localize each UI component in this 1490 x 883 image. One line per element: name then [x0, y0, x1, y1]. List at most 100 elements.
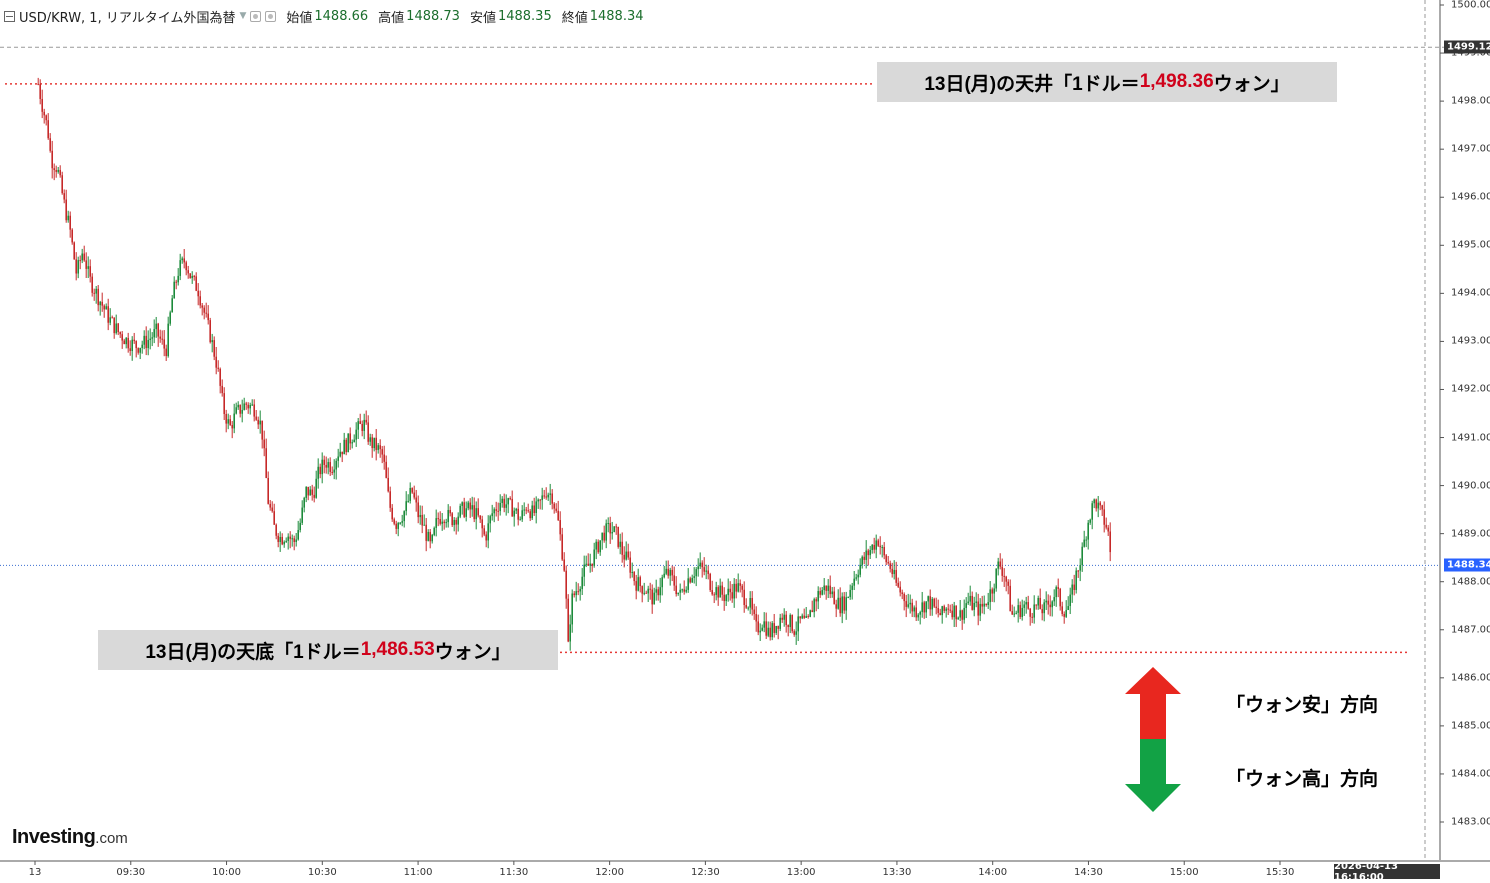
candle-body [641, 586, 643, 594]
candle-body [95, 288, 97, 294]
candle-body [485, 534, 487, 541]
candle-body [513, 510, 515, 517]
candle-body [937, 608, 939, 613]
candle-body [235, 407, 237, 414]
candle-body [395, 523, 397, 529]
candle-body [851, 585, 853, 590]
candle-body [291, 538, 293, 540]
candle-body [447, 509, 449, 523]
candle-body [1005, 576, 1007, 582]
candle-body [329, 462, 331, 472]
candle-body [833, 591, 835, 605]
chart-legend: USD/KRW, 1, リアルタイム外国為替 ▼ 始値 1488.66 高値 148… [4, 6, 644, 26]
candle-body [411, 488, 413, 493]
candle-body [1075, 570, 1077, 590]
candle-body [201, 305, 203, 308]
candle-body [1021, 607, 1023, 617]
high-value: 1488.73 [406, 8, 460, 24]
y-tick-label: 1485.00 [1451, 720, 1490, 732]
candle-body [455, 519, 457, 525]
floor-annotation-prefix: 13日(月)の天底「1ドル＝ [145, 641, 361, 663]
candle-body [373, 437, 375, 449]
candle-body [971, 595, 973, 610]
candle-body [315, 478, 317, 498]
candle-body [233, 413, 235, 429]
candle-body [715, 587, 717, 595]
candle-body [583, 564, 585, 577]
candle-body [617, 526, 619, 547]
candle-body [797, 616, 799, 632]
candle-body [623, 554, 625, 560]
chevron-down-icon[interactable]: ▼ [239, 11, 247, 21]
candle-body [187, 270, 189, 274]
candle-body [987, 602, 989, 605]
x-tick-label: 13:00 [786, 867, 816, 878]
candle-body [433, 527, 435, 535]
candle-body [457, 516, 459, 525]
y-tick-label: 1498.00 [1451, 95, 1490, 107]
candle-body [337, 456, 339, 461]
candle-body [717, 587, 719, 598]
candle-body [919, 612, 921, 615]
candle-body [219, 368, 221, 386]
candle-body [211, 340, 213, 343]
candle-body [1031, 616, 1033, 618]
candle-body [857, 574, 859, 578]
candle-body [1067, 606, 1069, 611]
candle-body [1107, 527, 1109, 532]
visibility-icon[interactable] [250, 10, 262, 22]
candle-body [745, 605, 747, 608]
settings-icon[interactable] [265, 10, 277, 22]
candle-body [345, 439, 347, 453]
candle-body [333, 469, 335, 473]
candle-body [65, 199, 67, 221]
candle-body [381, 449, 383, 455]
candle-body [183, 258, 185, 263]
candle-body [145, 335, 147, 349]
candle-body [149, 338, 151, 340]
candle-body [423, 524, 425, 526]
candle-body [961, 610, 963, 620]
candle-body [663, 573, 665, 578]
candle-body [755, 614, 757, 622]
candle-body [749, 598, 751, 608]
candle-body [259, 420, 261, 425]
candle-body [959, 610, 961, 618]
y-tick-label: 1495.00 [1451, 239, 1490, 251]
candle-body [343, 439, 345, 455]
candle-body [1013, 613, 1015, 615]
candle-body [565, 570, 567, 599]
high-label: 高値 [378, 10, 405, 26]
candle-body [77, 260, 79, 274]
candle-body [791, 614, 793, 632]
y-tick-label: 1494.00 [1451, 287, 1490, 299]
candle-body [441, 521, 443, 524]
candle-body [771, 623, 773, 638]
candle-body [385, 461, 387, 478]
candle-body [173, 281, 175, 299]
candle-body [269, 503, 271, 508]
candle-body [431, 534, 433, 542]
candle-body [355, 429, 357, 440]
collapse-icon[interactable] [4, 10, 15, 22]
candle-body [265, 448, 267, 478]
crosshair-date-tag: 2026-04-13 16:16:00 [1334, 861, 1440, 883]
candle-body [643, 592, 645, 594]
candle-body [57, 169, 59, 172]
candle-body [351, 442, 353, 444]
candle-body [1095, 499, 1097, 509]
candle-body [491, 513, 493, 517]
candle-body [911, 602, 913, 612]
candle-body [659, 587, 661, 596]
candle-body [159, 336, 161, 339]
candle-body [1051, 601, 1053, 608]
candle-body [163, 339, 165, 349]
candle-body [1033, 604, 1035, 618]
candle-body [903, 593, 905, 602]
candle-body [175, 281, 177, 283]
candle-body [327, 462, 329, 468]
candle-body [429, 531, 431, 542]
candle-body [293, 538, 295, 542]
candle-body [231, 425, 233, 429]
candle-body [649, 588, 651, 590]
